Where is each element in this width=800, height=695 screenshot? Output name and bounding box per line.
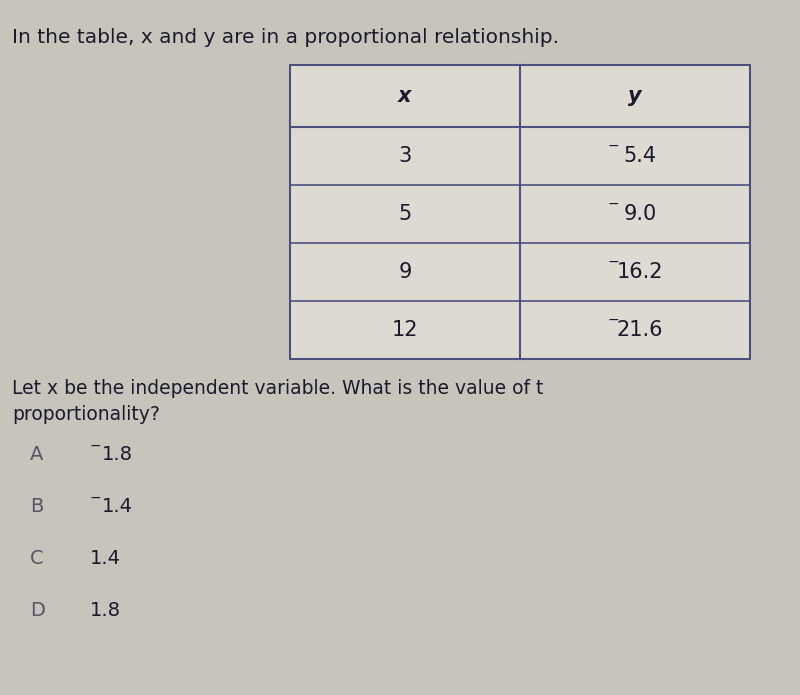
Text: 1.8: 1.8 (90, 600, 121, 619)
Text: 21.6: 21.6 (617, 320, 663, 340)
Text: −: − (90, 491, 102, 505)
Text: 1.4: 1.4 (102, 496, 133, 516)
Text: −: − (607, 255, 619, 269)
Text: 16.2: 16.2 (617, 262, 663, 282)
Text: y: y (628, 86, 642, 106)
Text: x: x (398, 86, 412, 106)
Text: 5: 5 (398, 204, 412, 224)
Text: 1.8: 1.8 (102, 445, 133, 464)
Text: 1.4: 1.4 (90, 548, 121, 568)
Text: −: − (607, 313, 619, 327)
Text: −: − (607, 197, 619, 211)
Text: D: D (30, 600, 45, 619)
Text: 3: 3 (398, 146, 412, 166)
Text: 9: 9 (398, 262, 412, 282)
Text: proportionality?: proportionality? (12, 405, 160, 424)
Text: Let x be the independent variable. What is the value of t: Let x be the independent variable. What … (12, 379, 543, 398)
Text: C: C (30, 548, 44, 568)
Text: B: B (30, 496, 43, 516)
Text: −: − (90, 439, 102, 453)
Text: In the table, x and y are in a proportional relationship.: In the table, x and y are in a proportio… (12, 28, 559, 47)
Text: 5.4: 5.4 (623, 146, 657, 166)
Text: 12: 12 (392, 320, 418, 340)
Polygon shape (290, 65, 750, 359)
Text: A: A (30, 445, 43, 464)
Text: 9.0: 9.0 (623, 204, 657, 224)
Text: −: − (607, 139, 619, 153)
